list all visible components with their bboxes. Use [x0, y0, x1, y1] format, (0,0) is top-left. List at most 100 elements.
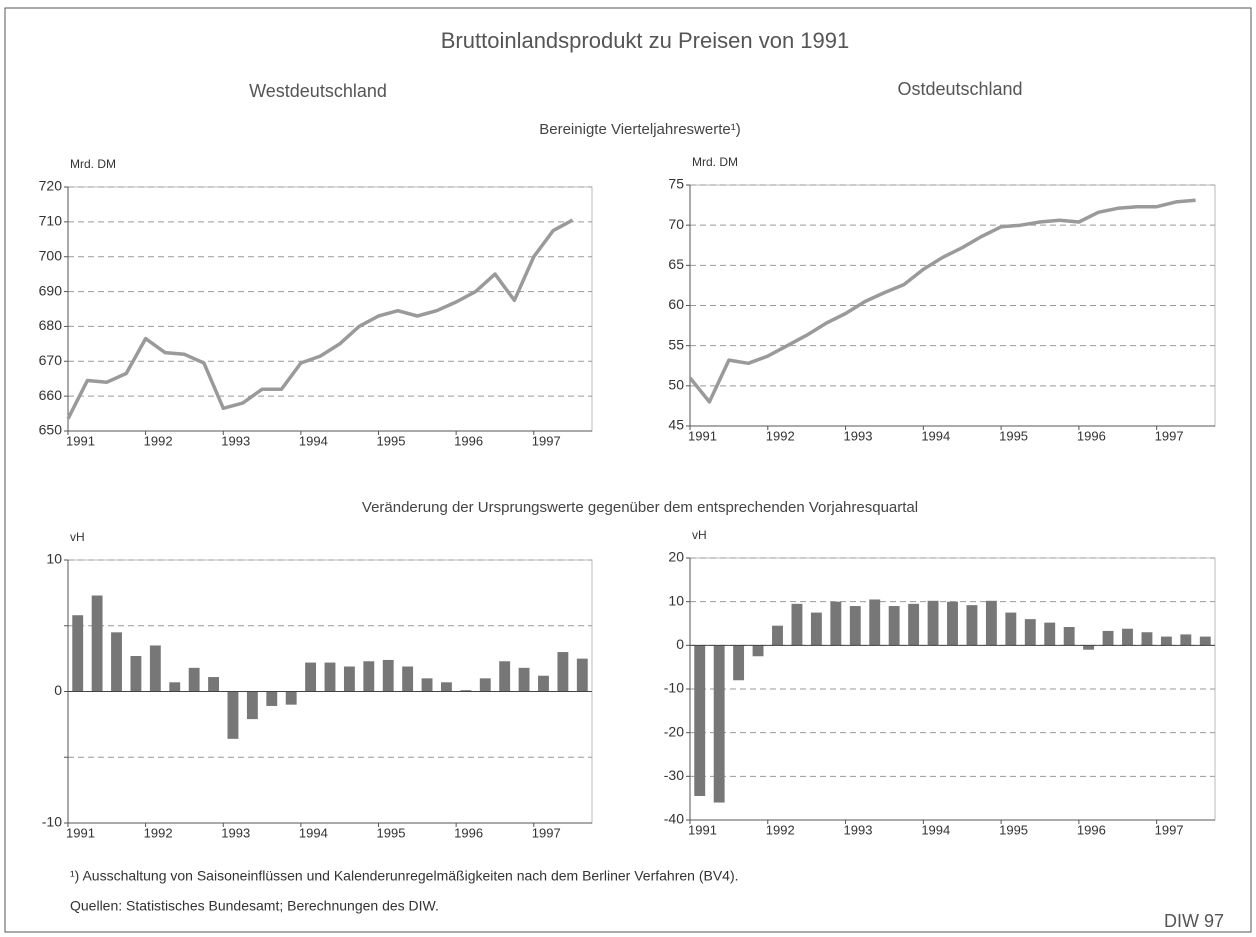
bar: [324, 662, 336, 692]
y-tick-label: 50: [668, 377, 684, 393]
bar: [111, 632, 122, 692]
section-title: Bereinigte Vierteljahreswerte¹): [539, 121, 740, 138]
bar: [421, 678, 433, 692]
bar: [791, 603, 803, 646]
bar: [363, 661, 375, 692]
x-tick-label: 1991: [66, 825, 95, 840]
x-tick-label: 1994: [921, 428, 950, 443]
x-tick-label: 1992: [144, 433, 173, 448]
y-tick-label: 720: [39, 178, 63, 194]
y-tick-label: -10: [664, 680, 684, 696]
bar: [927, 600, 939, 646]
y-tick-label: 65: [668, 256, 684, 272]
y-tick-label: 55: [668, 336, 684, 352]
line-series: [66, 218, 574, 420]
bar: [285, 691, 297, 705]
x-tick-label: 1997: [532, 825, 561, 840]
bar: [227, 691, 239, 739]
y-tick-label: 70: [668, 216, 684, 232]
x-tick-label: 1991: [688, 428, 717, 443]
x-tick-label: 1994: [921, 822, 950, 837]
x-tick-label: 1997: [1155, 822, 1184, 837]
y-tick-label: 75: [668, 176, 684, 192]
y-tick-label: 0: [676, 636, 684, 652]
bar: [441, 682, 452, 692]
footnote: ¹) Ausschaltung von Saisoneinflüssen und…: [70, 868, 739, 884]
bar: [1180, 634, 1192, 646]
x-tick-label: 1995: [377, 825, 406, 840]
x-tick-label: 1993: [221, 433, 250, 448]
bar: [869, 599, 881, 646]
bar: [1024, 619, 1036, 646]
bar: [830, 601, 842, 646]
bar: [1199, 636, 1211, 646]
bar: [1122, 628, 1133, 646]
bar: [208, 677, 219, 692]
bar: [149, 645, 161, 692]
bar: [72, 615, 84, 692]
x-tick-label: 1992: [144, 825, 173, 840]
bar: [1063, 626, 1075, 646]
bar: [985, 600, 997, 646]
x-tick-label: 1993: [844, 428, 873, 443]
y-axis-label: vH: [692, 528, 707, 542]
x-tick-label: 1996: [454, 825, 483, 840]
bar: [713, 645, 725, 803]
bar: [518, 667, 530, 692]
y-tick-label: 650: [39, 422, 63, 438]
y-tick-label: 0: [54, 682, 62, 698]
bar: [538, 675, 549, 692]
x-tick-label: 1996: [454, 433, 483, 448]
plot-frame: [67, 186, 593, 432]
bar: [246, 691, 258, 720]
bar: [130, 655, 142, 692]
y-tick-label: 690: [39, 282, 63, 298]
y-tick-label: -40: [664, 811, 684, 827]
x-tick-label: 1997: [532, 433, 561, 448]
figure-title: Bruttoinlandsprodukt zu Preisen von 1991: [441, 28, 849, 53]
bar: [1005, 612, 1017, 646]
y-tick-label: -10: [42, 814, 62, 830]
bar: [694, 645, 706, 796]
x-tick-label: 1997: [1155, 428, 1184, 443]
x-tick-label: 1991: [688, 822, 717, 837]
y-axis-label: Mrd. DM: [70, 157, 116, 171]
badge: DIW 97: [1164, 911, 1224, 931]
bar: [1083, 645, 1095, 650]
x-tick-label: 1991: [66, 433, 95, 448]
y-axis-label: Mrd. DM: [692, 155, 738, 169]
bar: [966, 605, 978, 646]
bar: [576, 658, 588, 692]
bar: [382, 659, 394, 692]
y-tick-label: 45: [668, 417, 684, 433]
section-title: Veränderung der Ursprungswerte gegenüber…: [362, 499, 918, 516]
bar: [733, 645, 745, 681]
y-tick-label: 670: [39, 352, 63, 368]
bar: [888, 606, 900, 646]
column-title: Ostdeutschland: [897, 79, 1022, 99]
y-tick-label: 700: [39, 247, 63, 263]
x-tick-label: 1993: [844, 822, 873, 837]
bar: [266, 691, 278, 706]
line-series: [688, 198, 1196, 404]
bar: [1141, 632, 1153, 646]
y-tick-label: 10: [668, 592, 684, 608]
x-tick-label: 1992: [766, 428, 795, 443]
x-tick-label: 1992: [766, 822, 795, 837]
y-tick-label: 20: [668, 549, 684, 565]
column-title: Westdeutschland: [249, 81, 387, 101]
y-tick-label: 680: [39, 317, 63, 333]
bar: [557, 652, 569, 692]
y-tick-label: 660: [39, 387, 63, 403]
bar: [752, 645, 764, 657]
bar: [305, 662, 317, 692]
y-tick-label: -20: [664, 723, 684, 739]
x-tick-label: 1996: [1077, 428, 1106, 443]
bar: [810, 612, 822, 646]
x-tick-label: 1995: [999, 428, 1028, 443]
bar: [402, 666, 414, 692]
bar: [188, 667, 200, 692]
y-axis-label: vH: [70, 530, 85, 544]
bar: [1160, 636, 1172, 646]
